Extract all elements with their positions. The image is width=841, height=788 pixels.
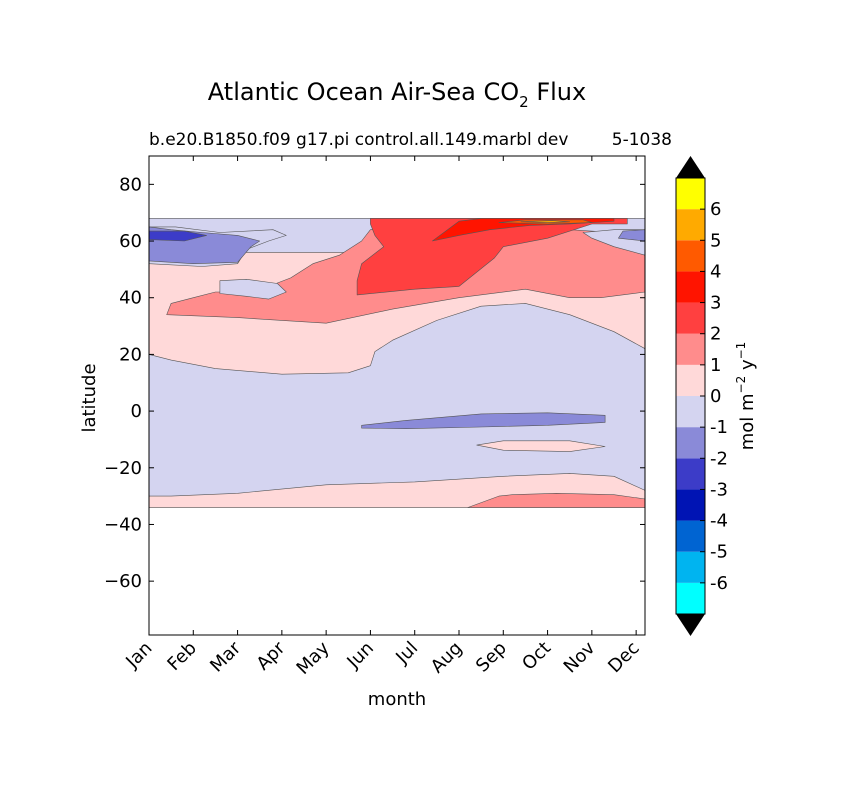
colorbar-tick-label-2: -4 — [710, 511, 728, 532]
colorbar-segment-0 — [676, 582, 705, 614]
colorbar-tick-label-12: 6 — [710, 199, 721, 220]
region-northern-flux-5-6 — [520, 220, 571, 223]
chart-title: Atlantic Ocean Air-Sea CO2 Flux — [208, 78, 586, 111]
colorbar-segment-5 — [676, 427, 705, 459]
x-tick-label-may: May — [293, 637, 334, 678]
colorbar-tick-label-11: 5 — [710, 230, 721, 251]
colorbar-tick-label-1: -5 — [710, 542, 728, 563]
y-tick-label-6: −40 — [104, 514, 142, 535]
y-axis: 80 60 40 20 0 −20 −40 −60 — [104, 174, 645, 592]
x-tick-label-oct: Oct — [518, 638, 555, 675]
y-tick-label-0: 80 — [119, 174, 142, 195]
colorbar-segment-6 — [676, 396, 705, 428]
colorbar-tick-label-7: 1 — [710, 355, 721, 376]
x-axis-label: month — [368, 689, 426, 710]
region-midlatitude-negative-blob — [219, 278, 287, 300]
plot-frame — [148, 155, 646, 636]
y-tick-label-3: 20 — [119, 344, 142, 365]
colorbar-tick-label-0: -6 — [710, 573, 728, 594]
contour-regions — [148, 218, 646, 508]
x-tick-label-sep: Sep — [472, 638, 511, 677]
x-tick-label-dec: Dec — [604, 638, 643, 677]
colorbar-segment-13 — [676, 178, 705, 210]
colorbar-tick-label-4: -2 — [710, 448, 728, 469]
colorbar-segment-4 — [676, 458, 705, 490]
colorbar-tick-label-9: 3 — [710, 293, 721, 314]
colorbar-segment-9 — [676, 302, 705, 334]
colorbar-tick-label-6: 0 — [710, 386, 721, 407]
colorbar-tick-label-10: 4 — [710, 261, 721, 282]
x-tick-label-nov: Nov — [560, 637, 600, 677]
chart-title-main: Atlantic Ocean Air-Sea CO — [208, 78, 519, 106]
y-tick-label-5: −20 — [104, 458, 142, 479]
colorbar: -6 -5 -4 -3 -2 -1 0 1 2 3 4 5 6 mol m−2 y−1 — [675, 156, 758, 636]
chart-title-suffix: Flux — [529, 78, 587, 106]
x-tick-label-feb: Feb — [163, 638, 200, 675]
region-northern-flux-2-3 — [356, 218, 628, 296]
colorbar-label-exp2: −1 — [734, 342, 748, 360]
colorbar-tick-label-3: -3 — [710, 479, 728, 500]
x-tick-label-apr: Apr — [253, 637, 290, 674]
colorbar-segment-2 — [676, 520, 705, 552]
colorbar-tick-label-8: 2 — [710, 324, 721, 345]
x-tick-label-jul: Jul — [391, 638, 422, 669]
colorbar-label-main: mol m — [737, 393, 758, 450]
colorbar-extend-max — [676, 156, 705, 178]
colorbar-ticks: -6 -5 -4 -3 -2 -1 0 1 2 3 4 5 6 — [700, 199, 728, 594]
y-axis-label: latitude — [79, 363, 100, 432]
x-tick-label-aug: Aug — [427, 638, 467, 678]
colorbar-label-mid: y — [737, 359, 758, 376]
plot-area — [148, 155, 646, 636]
colorbar-extend-min — [676, 614, 705, 636]
x-tick-label-jun: Jun — [343, 638, 378, 673]
x-tick-label-mar: Mar — [206, 637, 245, 676]
colorbar-segment-11 — [676, 240, 705, 272]
region-equatorial-negative-tongue — [361, 412, 606, 430]
colorbar-tick-label-5: -1 — [710, 417, 728, 438]
colorbar-segment-3 — [676, 489, 705, 521]
subtitle-right: 5-1038 — [612, 130, 672, 150]
colorbar-segment-8 — [676, 333, 705, 365]
y-tick-label-1: 60 — [119, 231, 142, 252]
chart-title-subscript: 2 — [519, 93, 529, 111]
colorbar-segment-12 — [676, 209, 705, 241]
region-subequatorial-positive-lens — [476, 440, 606, 452]
colorbar-segment-10 — [676, 271, 705, 303]
colorbar-label: mol m−2 y−1 — [734, 342, 758, 451]
colorbar-segment-1 — [676, 551, 705, 583]
x-tick-label-jan: Jan — [121, 638, 156, 673]
y-tick-label-4: 0 — [131, 401, 142, 422]
colorbar-segment-7 — [676, 364, 705, 396]
subtitle-left: b.e20.B1850.f09 g17.pi control.all.149.m… — [149, 130, 568, 150]
y-tick-label-7: −60 — [104, 571, 142, 592]
colorbar-label-exp1: −2 — [734, 376, 748, 394]
y-tick-label-2: 40 — [119, 288, 142, 309]
